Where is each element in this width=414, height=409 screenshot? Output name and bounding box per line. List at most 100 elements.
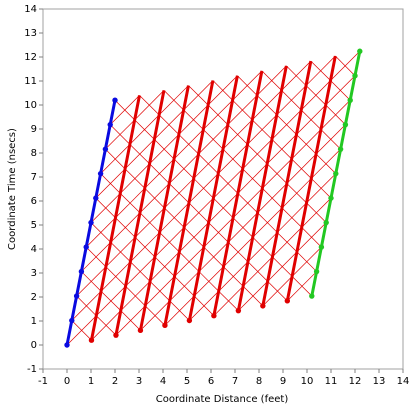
light-line: [237, 75, 258, 96]
point: [323, 219, 329, 226]
light-line: [120, 193, 141, 214]
x-tick-label: 3: [136, 376, 142, 387]
y-axis-label: Coordinate Time (nsecs): [7, 128, 18, 250]
world-line: [114, 90, 166, 336]
x-tick-label: 2: [112, 376, 118, 387]
light-line: [222, 148, 243, 170]
point: [211, 313, 217, 319]
light-line: [149, 163, 170, 184]
light-line: [164, 207, 185, 228]
light-line: [144, 188, 165, 209]
light-line: [252, 119, 273, 140]
light-line: [149, 281, 170, 302]
light-line: [188, 202, 209, 223]
light-line: [335, 55, 356, 76]
light-line: [76, 295, 97, 316]
light-line: [109, 124, 131, 145]
light-line: [256, 95, 278, 116]
point: [357, 48, 363, 54]
light-line: [105, 148, 126, 170]
y-tick-label: 1: [31, 316, 37, 327]
light-line: [228, 242, 249, 262]
light-line: [81, 271, 102, 292]
light-line: [286, 65, 307, 86]
y-tick-label: 13: [24, 28, 37, 39]
light-line: [198, 271, 219, 292]
light-line: [134, 119, 155, 140]
light-line: [218, 290, 239, 311]
point: [347, 97, 353, 103]
y-tick-label: 12: [24, 52, 37, 63]
light-line: [173, 158, 194, 179]
light-line: [114, 99, 135, 121]
x-tick-label: 5: [184, 376, 190, 387]
point: [97, 170, 104, 177]
light-line: [306, 202, 327, 223]
light-line: [95, 197, 116, 219]
light-line: [163, 90, 184, 111]
x-tick-label: 8: [256, 376, 262, 387]
light-line: [232, 99, 253, 121]
x-tick-label: 7: [232, 376, 238, 387]
light-line: [139, 212, 160, 233]
x-tick-label: 14: [397, 376, 410, 387]
light-line: [208, 222, 229, 243]
y-tick-label: 7: [31, 172, 37, 183]
x-tick-label: -1: [38, 376, 48, 387]
light-line: [227, 124, 248, 145]
point: [64, 342, 70, 348]
light-line: [71, 320, 92, 341]
light-line: [207, 104, 229, 125]
light-line: [130, 261, 151, 282]
light-line: [144, 305, 166, 326]
light-line: [154, 139, 175, 160]
light-line: [242, 168, 263, 189]
light-line: [188, 85, 209, 106]
point: [313, 268, 320, 275]
light-line: [178, 134, 199, 155]
light-line: [305, 85, 326, 106]
point: [137, 327, 144, 334]
point: [333, 170, 339, 177]
point: [318, 244, 325, 250]
light-line: [134, 236, 156, 258]
y-tick-label: 11: [24, 76, 37, 87]
y-tick-label: 4: [31, 244, 37, 255]
light-line: [281, 207, 302, 228]
x-tick-label: 11: [325, 376, 338, 387]
light-line: [158, 114, 180, 135]
point: [107, 121, 113, 128]
light-line: [262, 188, 283, 209]
light-line: [203, 246, 224, 268]
light-line: [193, 178, 214, 199]
world-line: [285, 55, 337, 302]
light-line: [85, 246, 107, 268]
light-line: [291, 276, 313, 297]
world-line: [187, 75, 239, 321]
point: [83, 244, 89, 250]
x-tick-label: 10: [301, 376, 314, 387]
light-line: [237, 193, 258, 214]
light-line: [252, 236, 273, 258]
x-tick-label: 4: [160, 376, 166, 387]
x-tick-label: 6: [208, 376, 214, 387]
light-line: [247, 261, 268, 282]
light-line: [203, 129, 224, 150]
point: [309, 293, 315, 299]
point: [260, 303, 266, 309]
light-line: [198, 153, 219, 174]
light-line: [124, 168, 146, 189]
light-line: [301, 227, 322, 248]
y-tick-label: 14: [24, 4, 37, 15]
point: [93, 195, 99, 201]
y-tick-label: 10: [24, 100, 37, 111]
light-line: [286, 183, 307, 204]
light-line: [223, 266, 244, 287]
point: [186, 317, 193, 324]
y-tick-label: 8: [31, 148, 37, 159]
world-line: [90, 95, 141, 341]
light-line: [100, 290, 122, 311]
light-line: [193, 295, 215, 316]
point: [102, 146, 109, 152]
